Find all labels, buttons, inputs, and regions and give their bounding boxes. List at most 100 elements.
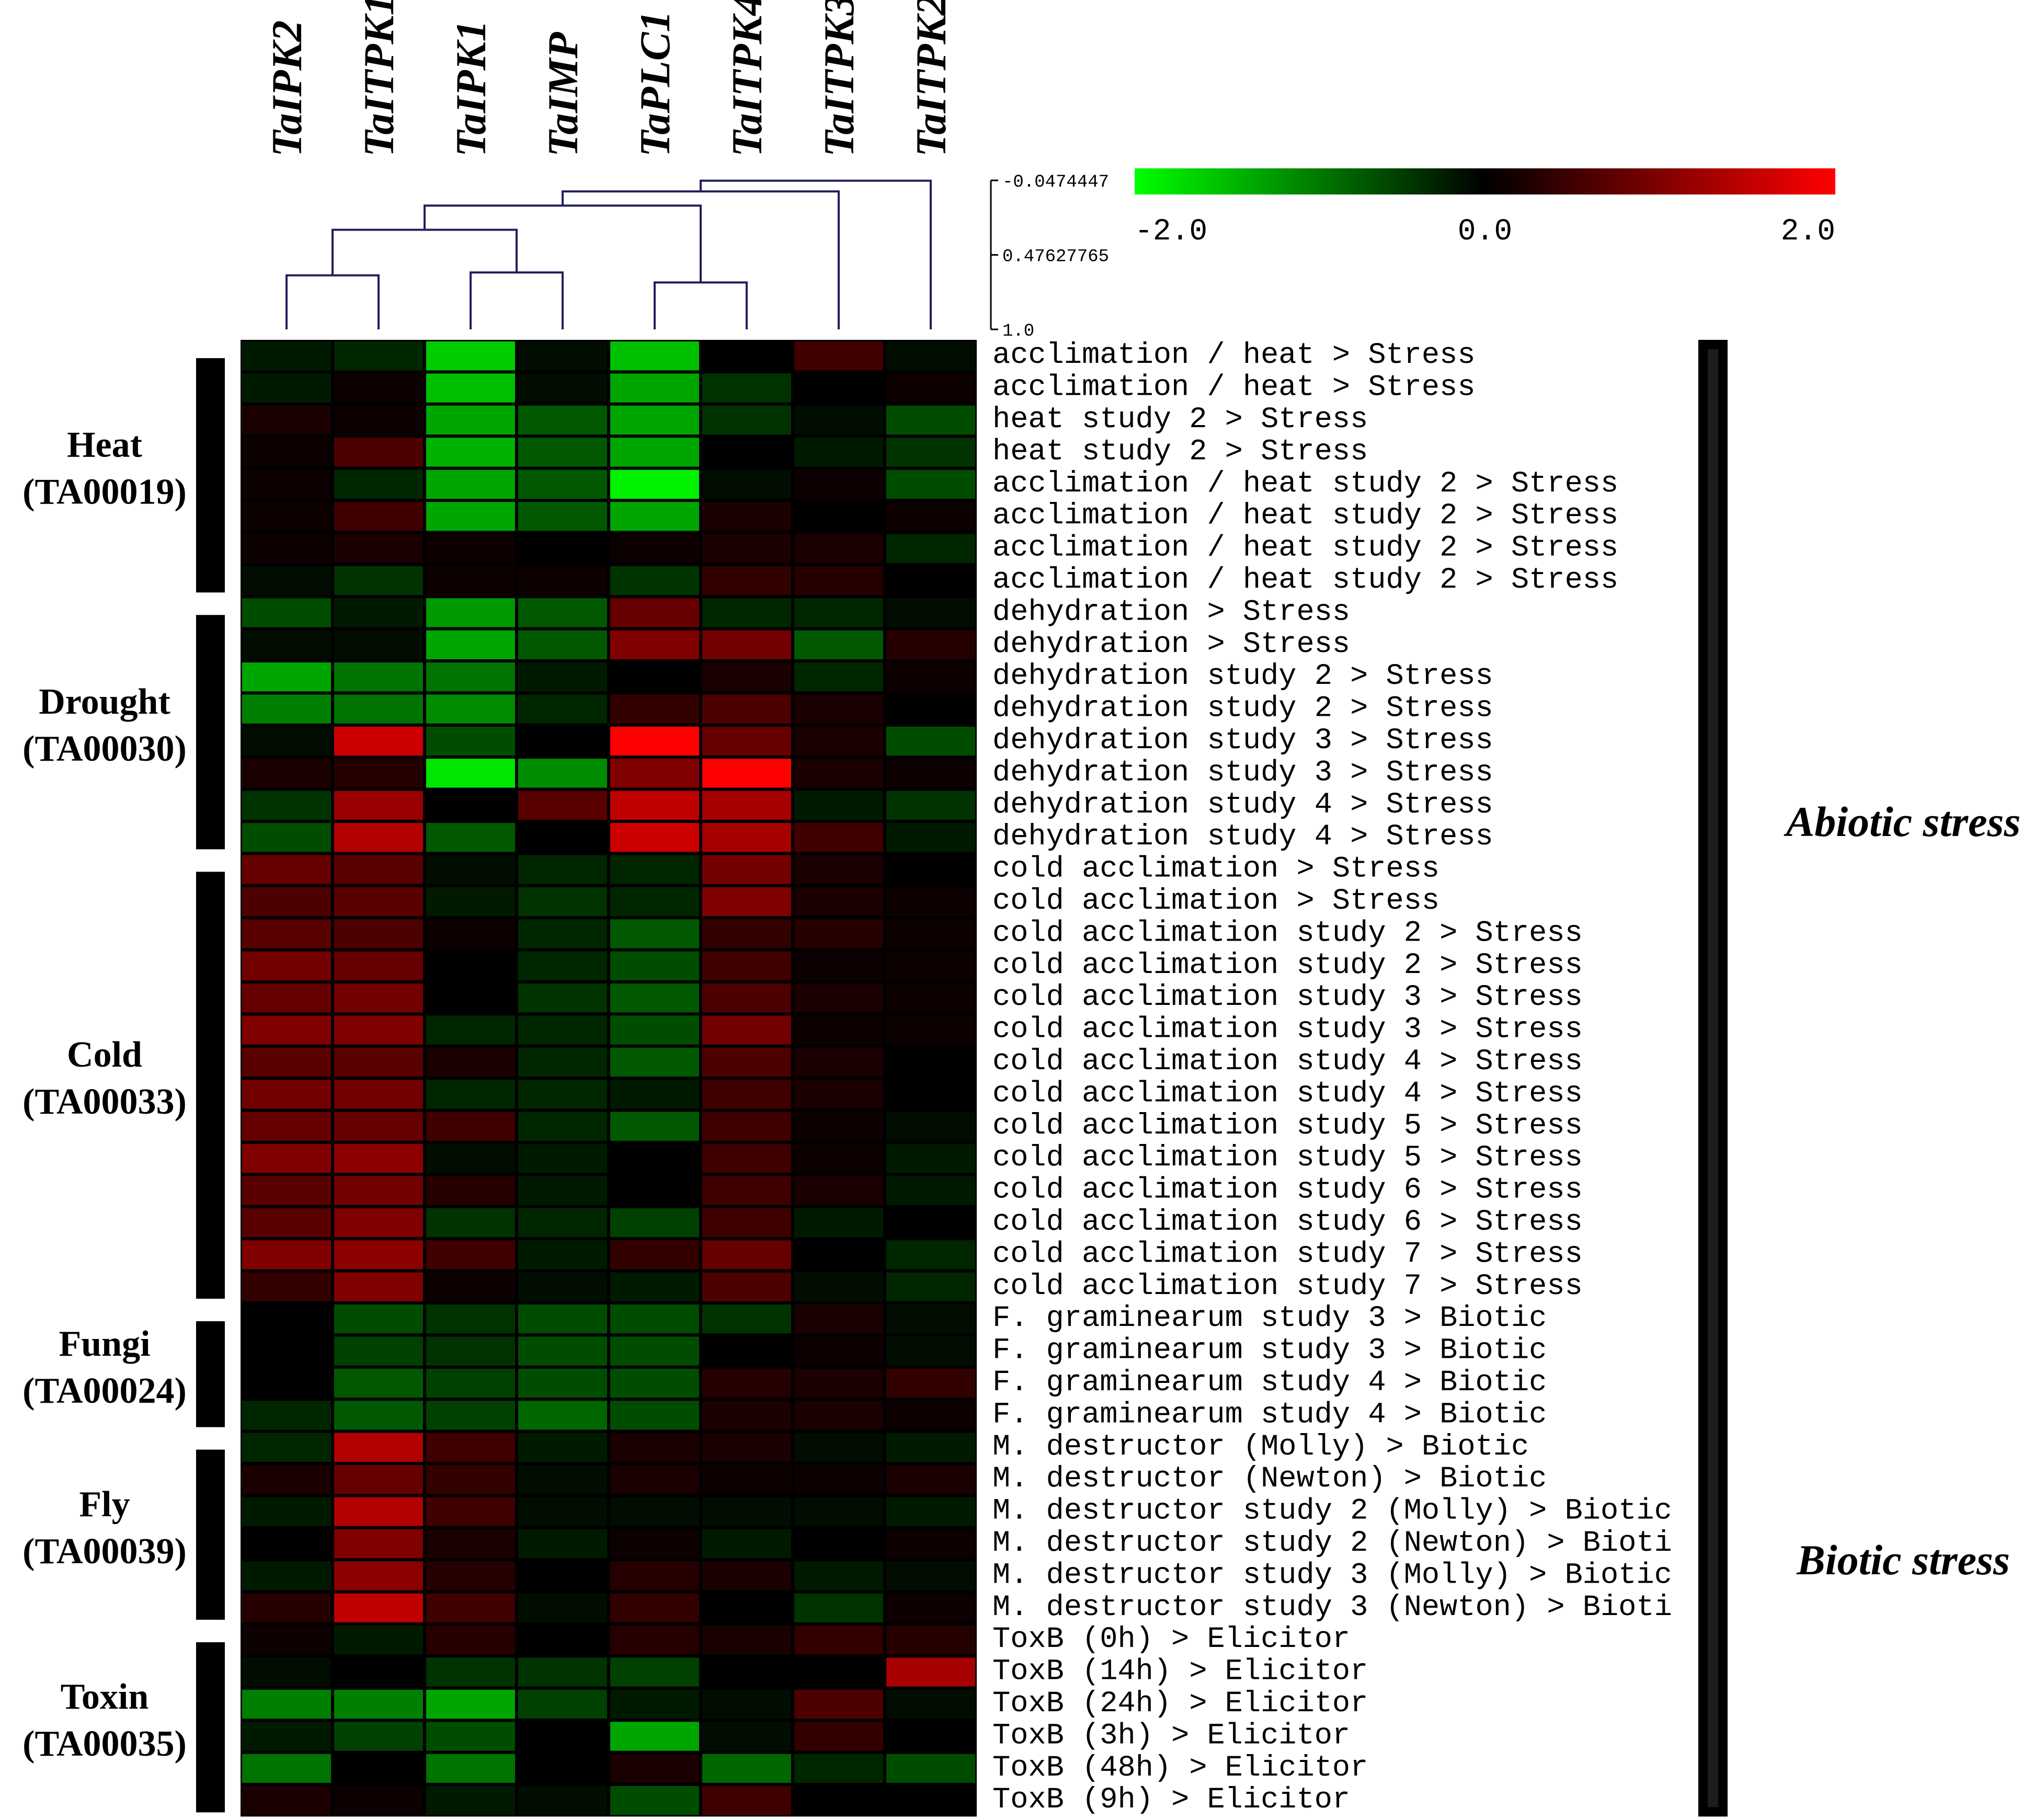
heatmap-cell xyxy=(610,1561,699,1590)
heatmap-cell xyxy=(518,1240,607,1269)
heatmap-cell xyxy=(610,566,699,596)
heatmap-cell xyxy=(426,1304,515,1334)
dendrogram-scale: -0.0474447 0.47627765 1.0 xyxy=(990,173,1109,341)
heatmap-cell xyxy=(334,630,423,659)
heatmap-cell xyxy=(702,887,791,917)
row-group-bar xyxy=(196,872,225,1299)
heatmap-cell xyxy=(334,1529,423,1559)
row-group-name: Drought xyxy=(39,682,170,722)
dendrogram-scale-label: 0.47627765 xyxy=(1002,247,1109,267)
color-scale-bar: -2.0 0.0 2.0 xyxy=(1135,168,1835,249)
heatmap-cell xyxy=(518,951,607,980)
heatmap-cell xyxy=(334,1368,423,1398)
row-group-name: Heat xyxy=(67,425,142,465)
heatmap-cell xyxy=(426,373,515,403)
heatmap-cell xyxy=(702,1657,791,1687)
row-label: dehydration study 4 > Stress xyxy=(992,820,1493,854)
row-label: cold acclimation study 2 > Stress xyxy=(992,949,1583,982)
row-label: ToxB (24h) > Elicitor xyxy=(992,1687,1368,1721)
heatmap-cell xyxy=(702,1336,791,1366)
heatmap-cell xyxy=(886,759,975,788)
heatmap-cell xyxy=(242,1272,331,1301)
color-scale-label: 2.0 xyxy=(1781,215,1835,249)
heatmap-cell xyxy=(794,1722,883,1751)
heatmap-cell xyxy=(886,1689,975,1719)
heatmap-cell xyxy=(886,1657,975,1687)
heatmap-cell xyxy=(610,662,699,692)
heatmap-cell xyxy=(334,405,423,435)
heatmap-cell xyxy=(610,598,699,627)
heatmap-cell xyxy=(334,1112,423,1141)
dendrogram-branch xyxy=(285,274,380,329)
row-group-id: (TA00024) xyxy=(22,1371,187,1411)
heatmap-cell xyxy=(242,598,331,627)
heatmap-cell xyxy=(334,662,423,692)
heatmap-cell xyxy=(334,341,423,371)
heatmap-cell xyxy=(794,470,883,499)
row-label: acclimation / heat > Stress xyxy=(992,339,1476,372)
heatmap-cell xyxy=(518,1401,607,1430)
heatmap-cell xyxy=(426,1401,515,1430)
heatmap-cell xyxy=(702,502,791,531)
heatmap-cell xyxy=(794,1626,883,1655)
heatmap-cell xyxy=(242,1722,331,1751)
heatmap-cell xyxy=(702,694,791,724)
heatmap-cell xyxy=(702,983,791,1013)
heatmap-cell xyxy=(610,373,699,403)
color-scale-label: 0.0 xyxy=(1458,215,1512,249)
heatmap-cell xyxy=(334,823,423,852)
heatmap-cell xyxy=(886,1529,975,1559)
dendrogram-scale-label: -0.0474447 xyxy=(1002,173,1109,192)
heatmap-cell xyxy=(610,1047,699,1077)
heatmap-cell xyxy=(702,1497,791,1526)
heatmap-cell xyxy=(702,1015,791,1045)
heatmap-cell xyxy=(242,1401,331,1430)
heatmap-cell xyxy=(518,534,607,563)
heatmap-cell xyxy=(794,598,883,627)
heatmap-cell xyxy=(702,823,791,852)
heatmap-cell xyxy=(702,791,791,820)
heatmap-cell xyxy=(426,438,515,467)
heatmap-cell xyxy=(610,1368,699,1398)
heatmap-cell xyxy=(242,726,331,756)
heatmap-cell xyxy=(886,630,975,659)
heatmap-cell xyxy=(886,1786,975,1815)
heatmap-cell xyxy=(794,1272,883,1301)
row-label: cold acclimation study 3 > Stress xyxy=(992,981,1583,1014)
heatmap-cell xyxy=(794,1015,883,1045)
heatmap-cell xyxy=(518,1304,607,1334)
heatmap-cell xyxy=(702,1593,791,1622)
heatmap-cell xyxy=(610,694,699,724)
heatmap-cell xyxy=(334,1433,423,1462)
heatmap-cell xyxy=(886,502,975,531)
dendrogram-branch xyxy=(424,204,702,283)
heatmap-cell xyxy=(610,983,699,1013)
heatmap-cell xyxy=(242,373,331,403)
heatmap-cell xyxy=(702,470,791,499)
heatmap-cell xyxy=(334,1336,423,1366)
heatmap-cell xyxy=(886,1722,975,1751)
heatmap-cell xyxy=(334,1047,423,1077)
heatmap-cell xyxy=(242,951,331,980)
dendrogram-branch xyxy=(654,281,748,329)
heatmap-cell xyxy=(426,726,515,756)
heatmap-cell xyxy=(518,1593,607,1622)
row-label: M. destructor study 3 (Newton) > Bioti xyxy=(992,1591,1672,1624)
heatmap-cell xyxy=(610,726,699,756)
heatmap-cell xyxy=(426,919,515,948)
row-label: ToxB (9h) > Elicitor xyxy=(992,1783,1350,1817)
heatmap-cell xyxy=(334,1401,423,1430)
heatmap-cell xyxy=(518,983,607,1013)
heatmap-cell xyxy=(794,566,883,596)
heatmap-cell xyxy=(794,1368,883,1398)
row-label: dehydration study 2 > Stress xyxy=(992,692,1493,726)
heatmap-cell xyxy=(794,1561,883,1590)
column-label: TaITPK2 xyxy=(907,0,955,157)
heatmap-cell xyxy=(334,598,423,627)
heatmap-cell xyxy=(794,1080,883,1109)
row-label: cold acclimation study 4 > Stress xyxy=(992,1045,1583,1079)
heatmap-cell xyxy=(794,1240,883,1269)
row-label: M. destructor study 2 (Newton) > Bioti xyxy=(992,1527,1672,1560)
heatmap-cell xyxy=(426,1336,515,1366)
